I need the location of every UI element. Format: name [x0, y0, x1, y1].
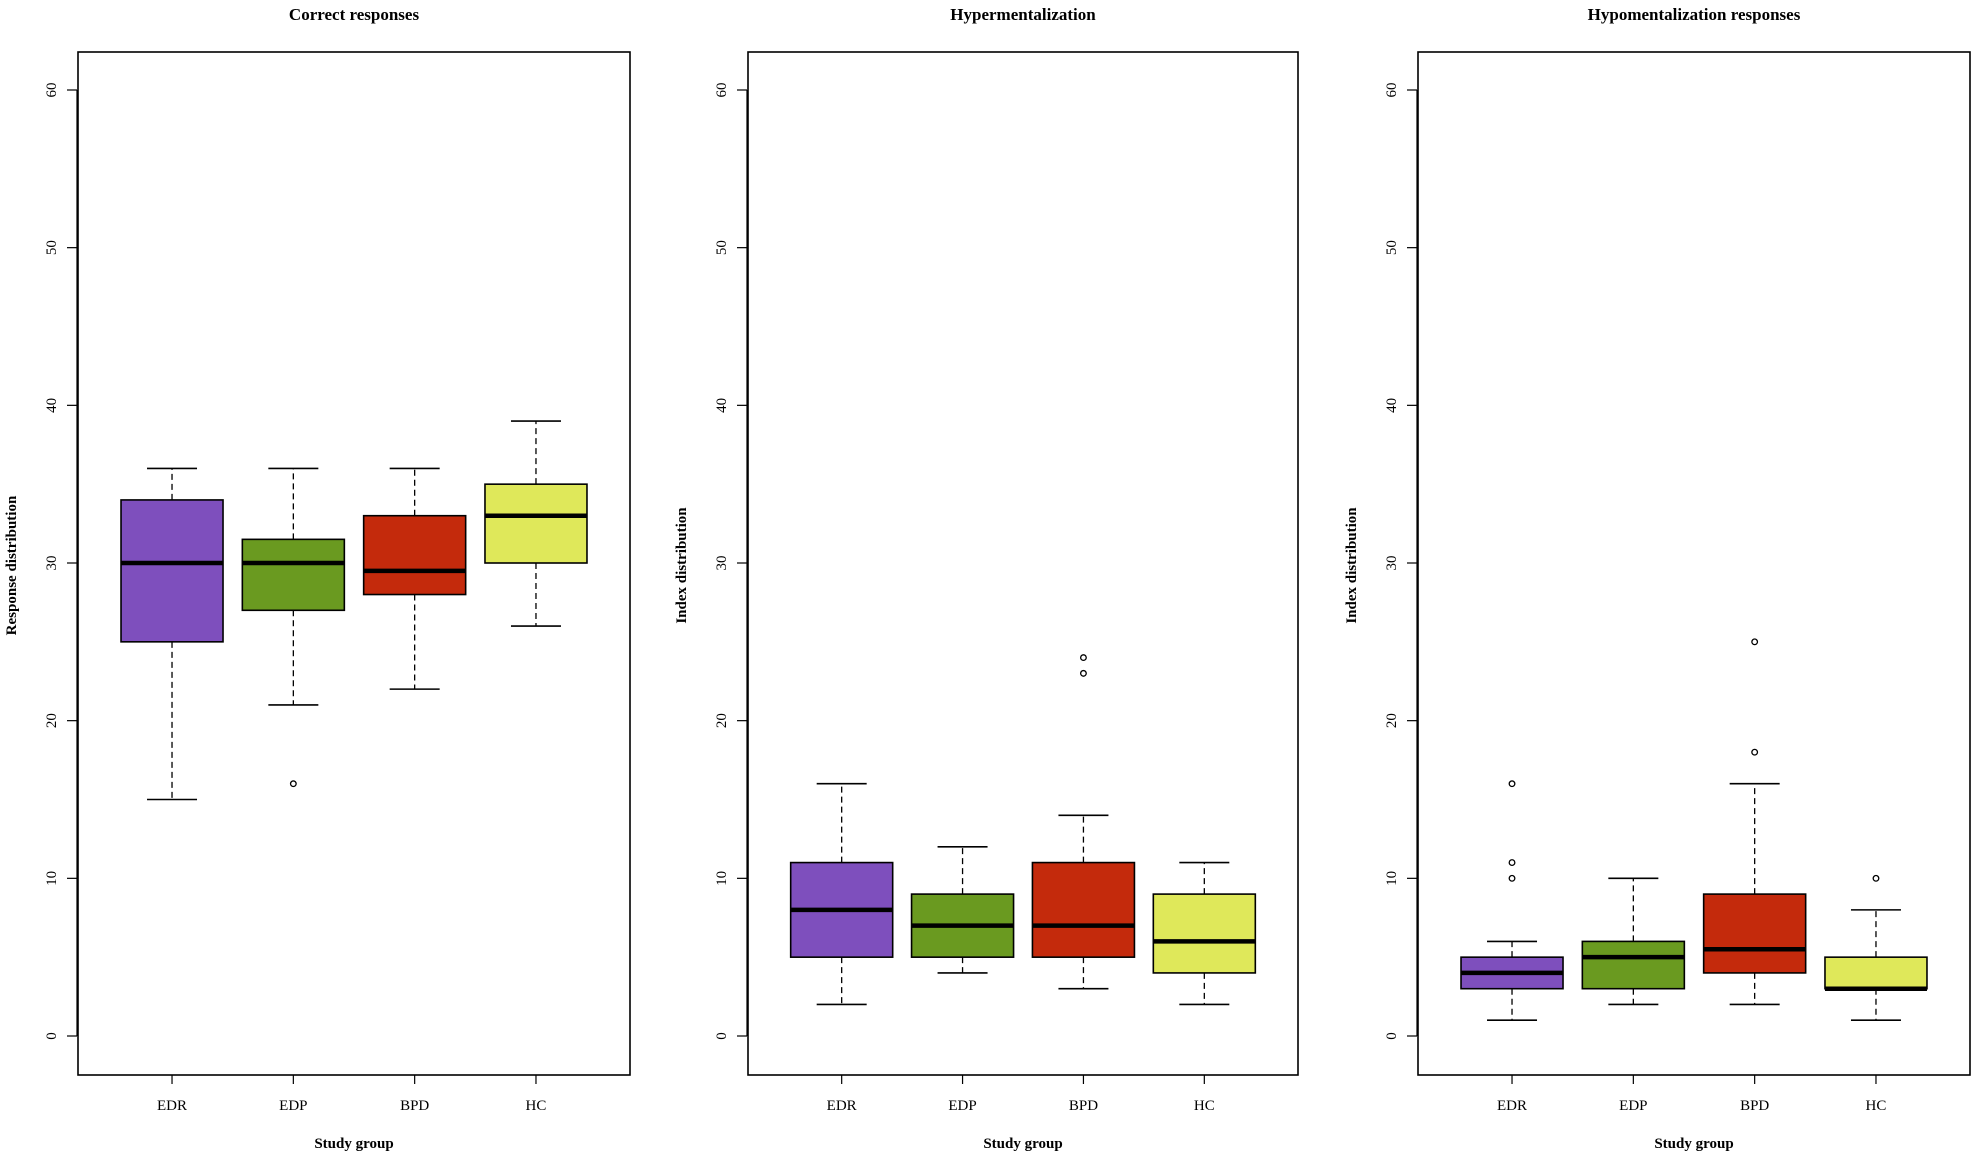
box-hc	[1152, 861, 1257, 1006]
x-tick-label: EDR	[1497, 1098, 1527, 1114]
y-axis-label: Index distribution	[674, 507, 690, 624]
panel-3: Hypomentalization responses 0 10 20 30 40 50 60…	[1344, 5, 1971, 1152]
x-tick-label: BPD	[1740, 1098, 1769, 1114]
x-tick-label: EDP	[279, 1098, 307, 1114]
panel-title: Hypermentalization	[950, 5, 1096, 24]
plot-frame	[77, 51, 631, 1076]
y-axis-label: Index distribution	[1344, 507, 1360, 624]
plot-frame	[747, 51, 1299, 1076]
iqr-box	[1824, 956, 1928, 990]
x-tick-label: EDP	[1619, 1098, 1647, 1114]
outlier-point	[1079, 669, 1087, 677]
outlier-point	[1872, 874, 1880, 882]
outlier-point	[1079, 654, 1087, 662]
box-edp	[241, 467, 346, 788]
iqr-box	[120, 499, 224, 643]
y-tick-label: 0	[714, 1032, 730, 1040]
x-tick-label: EDP	[948, 1098, 976, 1114]
box-edr	[789, 782, 894, 1006]
outlier-point	[1508, 859, 1516, 867]
x-tick-label: BPD	[400, 1098, 429, 1114]
y-tick-label: 60	[44, 83, 60, 98]
box-hc	[484, 420, 588, 627]
box-edr	[120, 467, 224, 801]
outlier-point	[1751, 638, 1759, 646]
x-tick-label: EDR	[157, 1098, 187, 1114]
x-axis-label: Study group	[983, 1136, 1062, 1152]
y-tick-label: 20	[714, 713, 730, 728]
iqr-box	[1581, 940, 1686, 990]
box-edp	[910, 845, 1015, 974]
iqr-box	[241, 538, 346, 612]
y-tick-label: 50	[44, 240, 60, 255]
plot-frame	[1417, 51, 1971, 1076]
x-tick-label: HC	[1194, 1098, 1215, 1114]
box-edr	[1460, 780, 1564, 1022]
y-tick-label: 60	[1384, 83, 1400, 98]
y-tick-label: 40	[714, 398, 730, 413]
box-hc	[1824, 874, 1928, 1022]
y-axis-label: Response distribution	[4, 495, 20, 635]
iqr-box	[484, 483, 588, 564]
y-tick-label: 60	[714, 83, 730, 98]
box-bpd	[362, 467, 467, 690]
y-tick-label: 40	[1384, 398, 1400, 413]
y-tick-label: 30	[714, 556, 730, 571]
outlier-point	[289, 780, 297, 788]
y-tick-label: 10	[714, 871, 730, 886]
y-tick-label: 20	[44, 713, 60, 728]
box-bpd	[1031, 654, 1136, 990]
x-axis-label: Study group	[314, 1136, 393, 1152]
y-tick-label: 0	[1384, 1032, 1400, 1040]
box-edp	[1581, 877, 1686, 1006]
iqr-box	[1702, 893, 1807, 974]
iqr-box	[362, 514, 467, 596]
y-tick-label: 50	[1384, 240, 1400, 255]
y-tick-label: 0	[44, 1032, 60, 1040]
x-tick-label: HC	[1866, 1098, 1887, 1114]
y-tick-label: 50	[714, 240, 730, 255]
y-tick-label: 10	[44, 871, 60, 886]
panel-1: Correct responses 0 10 20 30 40 50 60 Response d…	[4, 5, 631, 1152]
x-axis-label: Study group	[1654, 1136, 1733, 1152]
panel-2: Hypermentalization 0 10 20 30 40 50 60 Index dis…	[674, 5, 1299, 1152]
outlier-point	[1508, 874, 1516, 882]
outlier-point	[1751, 748, 1759, 756]
y-tick-label: 20	[1384, 713, 1400, 728]
x-tick-label: BPD	[1069, 1098, 1098, 1114]
iqr-box	[1031, 861, 1136, 958]
iqr-box	[1152, 893, 1257, 974]
y-tick-label: 40	[44, 398, 60, 413]
x-tick-label: HC	[526, 1098, 547, 1114]
y-tick-label: 30	[1384, 556, 1400, 571]
y-tick-label: 30	[44, 556, 60, 571]
x-tick-label: EDR	[827, 1098, 857, 1114]
box-bpd	[1702, 638, 1807, 1006]
y-tick-label: 10	[1384, 871, 1400, 886]
panel-title: Hypomentalization responses	[1588, 5, 1801, 24]
outlier-point	[1508, 780, 1516, 788]
panel-title: Correct responses	[289, 5, 420, 24]
